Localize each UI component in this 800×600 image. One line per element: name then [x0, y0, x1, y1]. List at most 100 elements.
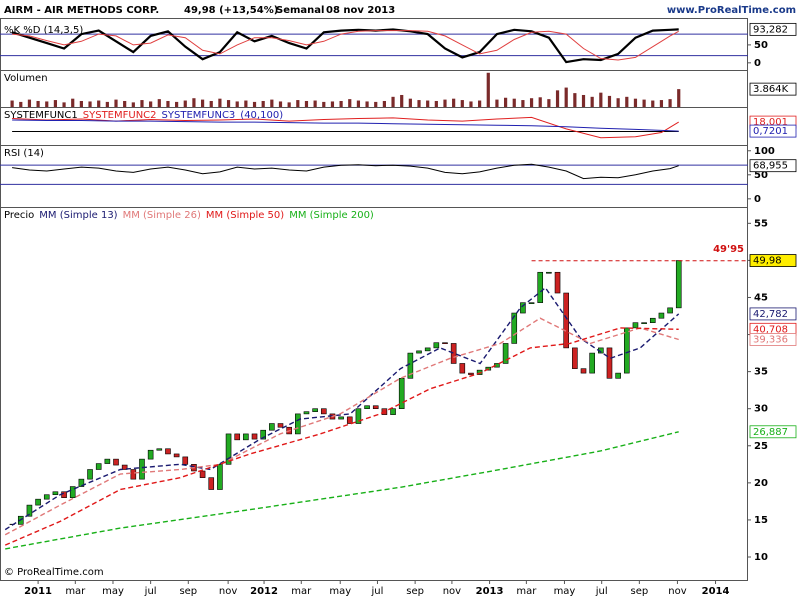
volume-bar [88, 101, 92, 107]
volume-bar [71, 98, 75, 107]
volume-bar [45, 101, 49, 107]
volume-bar [157, 99, 161, 107]
volume-bar [296, 100, 300, 107]
x-tick-label: 2013 [476, 586, 504, 597]
candle [260, 429, 266, 440]
plot-area [4, 260, 748, 550]
candle [104, 458, 111, 464]
date: 08 nov 2013 [326, 5, 395, 16]
period: Semanal [276, 5, 324, 16]
candle [589, 352, 595, 374]
candle [113, 458, 119, 466]
candle [78, 478, 85, 487]
volume-bar [114, 99, 118, 107]
candle [182, 456, 189, 465]
candle [476, 369, 483, 375]
x-tick-label: nov [668, 586, 686, 597]
legend-entry: MM (Simple 50) [206, 210, 284, 221]
volume-bar [607, 95, 612, 107]
candle [251, 433, 258, 440]
y-tick-label: 15 [754, 515, 768, 526]
volume-bar [460, 100, 464, 107]
legend-entry: Precio [4, 210, 34, 221]
value-tag [749, 82, 797, 96]
volume-bar [659, 100, 664, 107]
legend-entry: (40,100) [240, 110, 283, 121]
volume-bar [400, 94, 404, 107]
candle [43, 494, 50, 500]
volume-bar [304, 100, 309, 107]
x-tick-label: sep [406, 586, 424, 597]
candle [364, 405, 370, 410]
panel [0, 145, 748, 208]
indicator-line [12, 163, 679, 180]
candle [69, 486, 76, 498]
candle [424, 347, 431, 352]
volume-bar [417, 100, 421, 107]
candle [312, 408, 318, 412]
candle [528, 302, 535, 304]
y-tick-label: 25 [754, 441, 768, 452]
legend-entry: MM (Simple 13) [39, 210, 117, 221]
candle [563, 292, 569, 349]
volume-bar [348, 99, 352, 107]
y-tick-label: 10 [754, 552, 768, 563]
volume-bar [313, 100, 317, 107]
value-tag [749, 124, 797, 138]
volume-bar [287, 102, 291, 107]
candle [303, 411, 310, 415]
volume-bar [53, 100, 58, 107]
candle [208, 477, 215, 490]
legend-entry: %K %D (14,3,5) [4, 25, 83, 36]
indicator-line [12, 119, 679, 132]
candle [667, 307, 673, 314]
candle [372, 405, 379, 410]
site: www.ProRealTime.com [667, 5, 796, 16]
candle [632, 322, 639, 329]
volume-bar [27, 99, 32, 107]
volume-bar [486, 72, 490, 107]
indicator-line [12, 30, 679, 61]
x-tick-label: mar [65, 586, 86, 597]
plot-area [0, 163, 748, 185]
volume-bar [209, 100, 213, 107]
indicator-line [12, 116, 679, 139]
volume-bar [149, 101, 153, 107]
candle [156, 448, 163, 451]
value-tag [749, 159, 797, 173]
candle [139, 458, 145, 480]
candle [217, 464, 223, 490]
volume-bar [252, 101, 257, 107]
volume-bar [651, 100, 655, 107]
value-tag [749, 307, 797, 321]
volume-bar [10, 100, 14, 107]
volume-bar [573, 93, 577, 107]
candle [234, 433, 241, 441]
candle [130, 469, 137, 480]
footer: © ProRealTime.com [4, 567, 104, 578]
candle [121, 464, 128, 470]
candle [346, 416, 353, 424]
volume-bar [599, 92, 603, 107]
volume-bar [278, 101, 283, 107]
volume-bar [564, 87, 568, 107]
candle [615, 372, 621, 379]
candle [546, 271, 552, 274]
volume-bar [668, 99, 672, 107]
y-tick-label: 35 [754, 367, 768, 378]
volume-bar [616, 98, 620, 107]
volume-bar [79, 100, 83, 107]
volume-bar [512, 98, 516, 107]
value-tag-label: 3.864K [753, 84, 789, 95]
volume-bar [175, 101, 179, 107]
x-tick-label: 2011 [24, 586, 52, 597]
volume-bar [547, 99, 551, 107]
volume-bar [677, 89, 681, 107]
x-tick-label: may [102, 586, 124, 597]
value-tag-label: 93,282 [753, 24, 788, 35]
last-price: 49,98 (+13,54%) [184, 5, 278, 16]
y-tick-label: 20 [754, 478, 768, 489]
volume-bar [183, 100, 187, 107]
volume-bar [555, 90, 560, 107]
candle [468, 372, 474, 375]
